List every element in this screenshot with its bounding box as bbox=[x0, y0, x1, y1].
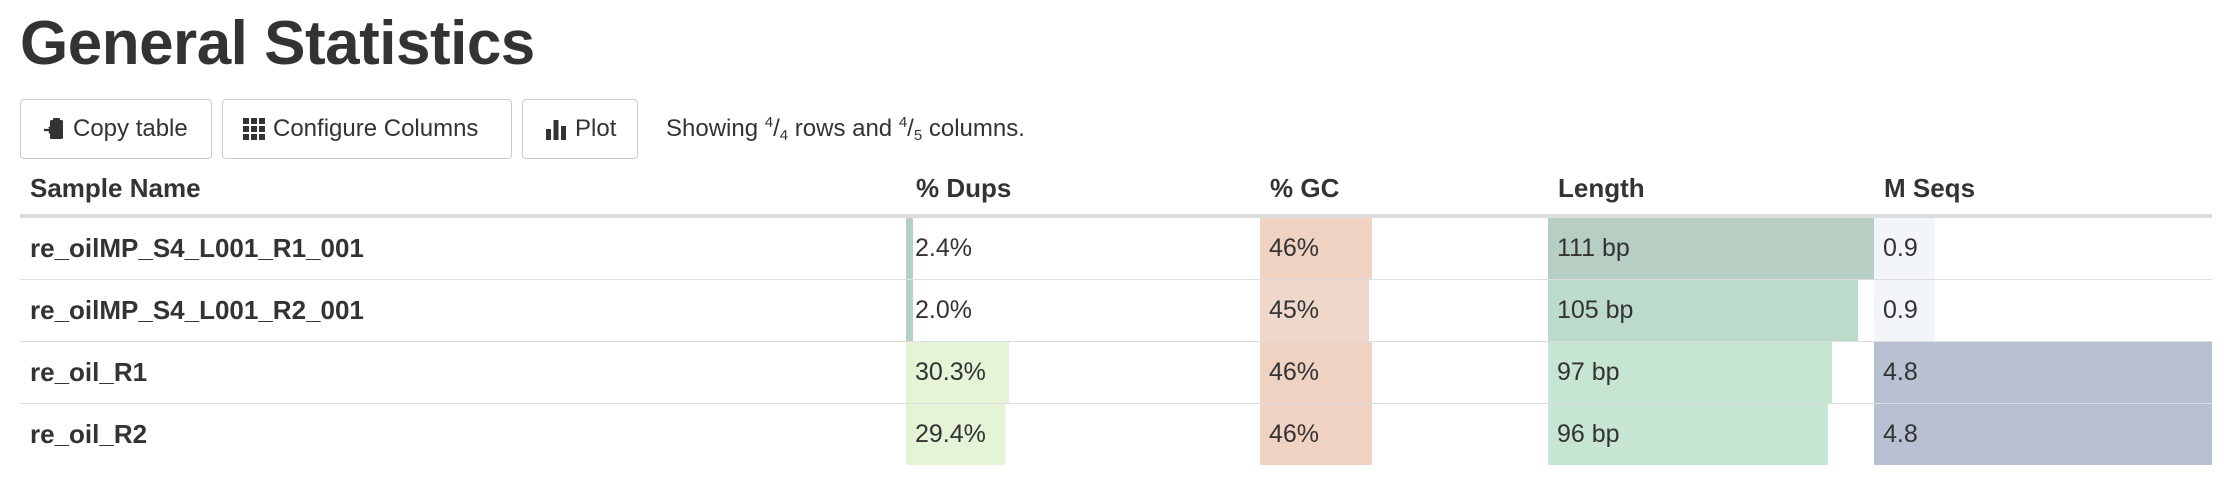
table-header-row: Sample Name % Dups % GC Length M Seqs bbox=[20, 162, 2212, 218]
length-cell: 105 bp bbox=[1548, 279, 1874, 342]
page-title: General Statistics bbox=[20, 9, 535, 78]
mseqs-value: 4.8 bbox=[1883, 420, 1918, 448]
header-sample-name[interactable]: Sample Name bbox=[20, 162, 906, 218]
gc-bar bbox=[1260, 218, 1373, 279]
length-cell: 96 bp bbox=[1548, 403, 1874, 465]
header-mseqs[interactable]: M Seqs bbox=[1874, 162, 2212, 218]
length-value: 96 bp bbox=[1557, 420, 1620, 448]
mseqs-value: 4.8 bbox=[1883, 358, 1918, 386]
length-bar bbox=[1548, 280, 1858, 341]
header-length[interactable]: Length bbox=[1548, 162, 1874, 218]
table-row: re_oil_R1 30.3% 46% 97 bp 4.8 bbox=[20, 341, 2212, 404]
length-cell: 111 bp bbox=[1548, 215, 1874, 280]
gc-value: 46% bbox=[1269, 358, 1320, 386]
length-cell: 97 bp bbox=[1548, 341, 1874, 404]
gc-value: 46% bbox=[1269, 234, 1320, 262]
plot-button[interactable]: Plot bbox=[522, 99, 638, 159]
gc-cell: 46% bbox=[1260, 403, 1548, 465]
mseqs-bar bbox=[1874, 404, 2212, 465]
showing-prefix: Showing bbox=[666, 115, 759, 142]
cols-total: 5 bbox=[913, 127, 923, 144]
plot-label: Plot bbox=[575, 115, 617, 142]
length-bar bbox=[1548, 218, 1874, 279]
dups-value: 29.4% bbox=[915, 420, 986, 448]
mseqs-bar bbox=[1874, 280, 1935, 341]
length-value: 97 bp bbox=[1557, 358, 1620, 386]
rows-shown: 4 bbox=[764, 114, 774, 131]
gc-cell: 46% bbox=[1260, 341, 1548, 404]
table-row: re_oilMP_S4_L001_R2_001 2.0% 45% 105 bp … bbox=[20, 279, 2212, 342]
length-bar bbox=[1548, 342, 1832, 403]
showing-summary: Showing 4/4 rows and 4/5 columns. bbox=[666, 114, 1025, 144]
sample-name-cell: re_oilMP_S4_L001_R1_001 bbox=[20, 215, 906, 280]
copy-table-label: Copy table bbox=[73, 115, 188, 142]
mseqs-value: 0.9 bbox=[1883, 234, 1918, 262]
configure-columns-label: Configure Columns bbox=[273, 115, 479, 142]
cols-word: columns. bbox=[928, 115, 1025, 142]
dups-bar bbox=[906, 218, 914, 279]
length-value: 105 bp bbox=[1557, 296, 1634, 324]
rows-total: 4 bbox=[779, 127, 789, 144]
sample-name-cell: re_oil_R1 bbox=[20, 341, 906, 404]
sample-name-cell: re_oil_R2 bbox=[20, 403, 906, 465]
table-row: re_oilMP_S4_L001_R1_001 2.4% 46% 111 bp … bbox=[20, 215, 2212, 280]
mseqs-cell: 4.8 bbox=[1874, 403, 2212, 465]
header-dups[interactable]: % Dups bbox=[906, 162, 1260, 218]
gc-bar bbox=[1260, 280, 1370, 341]
table-row: re_oil_R2 29.4% 46% 96 bp 4.8 bbox=[20, 403, 2212, 465]
dups-cell: 30.3% bbox=[906, 341, 1260, 404]
bar-chart-icon bbox=[545, 118, 567, 140]
configure-columns-button[interactable]: Configure Columns bbox=[222, 99, 512, 159]
mseqs-value: 0.9 bbox=[1883, 296, 1918, 324]
dups-bar bbox=[906, 404, 1006, 465]
table-toolbar: Copy table Configure Columns Plot bbox=[20, 99, 1025, 159]
gc-bar bbox=[1260, 404, 1373, 465]
dups-value: 2.4% bbox=[915, 234, 972, 262]
dups-cell: 2.0% bbox=[906, 279, 1260, 342]
sample-name-cell: re_oilMP_S4_L001_R2_001 bbox=[20, 279, 906, 342]
mseqs-bar bbox=[1874, 218, 1935, 279]
dups-value: 2.0% bbox=[915, 296, 972, 324]
copy-table-button[interactable]: Copy table bbox=[20, 99, 212, 159]
general-stats-table: Sample Name % Dups % GC Length M Seqs re… bbox=[20, 162, 2212, 465]
gc-bar bbox=[1260, 342, 1373, 403]
dups-value: 30.3% bbox=[915, 358, 986, 386]
grid-icon bbox=[243, 118, 265, 140]
mseqs-cell: 0.9 bbox=[1874, 279, 2212, 342]
mseqs-bar bbox=[1874, 342, 2212, 403]
dups-cell: 29.4% bbox=[906, 403, 1260, 465]
dups-bar bbox=[906, 342, 1009, 403]
gc-value: 45% bbox=[1269, 296, 1320, 324]
length-bar bbox=[1548, 404, 1829, 465]
length-value: 111 bp bbox=[1557, 234, 1630, 262]
mseqs-cell: 0.9 bbox=[1874, 215, 2212, 280]
dups-bar bbox=[906, 280, 914, 341]
gc-value: 46% bbox=[1269, 420, 1320, 448]
dups-cell: 2.4% bbox=[906, 215, 1260, 280]
gc-cell: 45% bbox=[1260, 279, 1548, 342]
mseqs-cell: 4.8 bbox=[1874, 341, 2212, 404]
gc-cell: 46% bbox=[1260, 215, 1548, 280]
cols-shown: 4 bbox=[898, 114, 908, 131]
header-gc[interactable]: % GC bbox=[1260, 162, 1548, 218]
table-body: re_oilMP_S4_L001_R1_001 2.4% 46% 111 bp … bbox=[20, 215, 2212, 465]
rows-word: rows and bbox=[794, 115, 893, 142]
clipboard-icon bbox=[43, 117, 65, 141]
